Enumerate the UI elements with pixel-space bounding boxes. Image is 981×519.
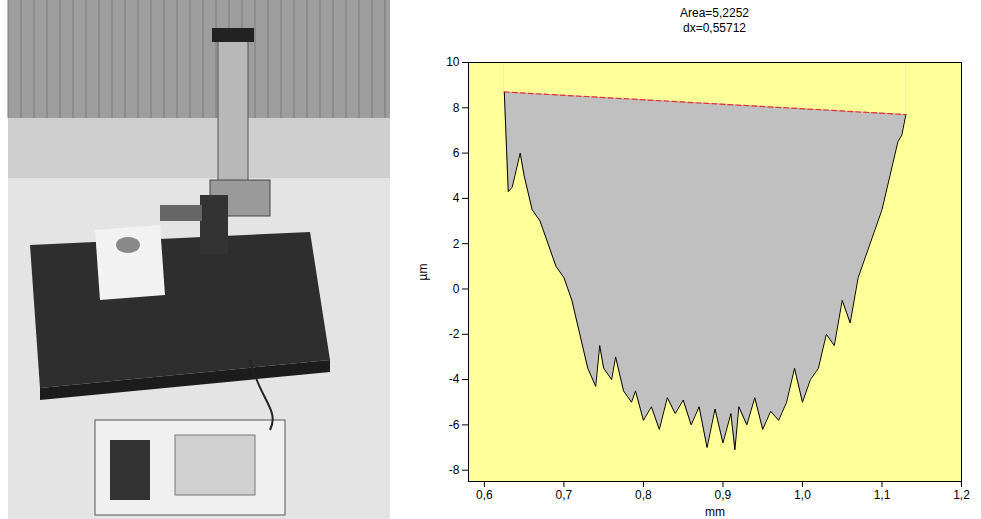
svg-text:-6: -6 [449,418,460,432]
svg-text:µm: µm [416,264,430,281]
svg-text:2: 2 [453,237,460,251]
svg-text:-2: -2 [449,327,460,341]
svg-text:8: 8 [453,101,460,115]
html-text:dx=0,55712: dx=0,55712 [683,21,746,35]
svg-text:1,2: 1,2 [953,488,970,502]
svg-text:10: 10 [446,55,460,69]
svg-text:1,1: 1,1 [874,488,891,502]
svg-text:4: 4 [453,191,460,205]
html-text:Area=5,2252: Area=5,2252 [680,6,749,20]
svg-text:0,7: 0,7 [556,488,573,502]
svg-text:0,8: 0,8 [635,488,652,502]
svg-text:1,0: 1,0 [794,488,811,502]
svg-text:-4: -4 [449,372,460,386]
svg-text:mm: mm [705,505,725,519]
svg-text:0,9: 0,9 [715,488,732,502]
svg-text:0: 0 [453,282,460,296]
svg-text:6: 6 [453,146,460,160]
svg-text:0,6: 0,6 [476,488,493,502]
svg-text:-8: -8 [449,463,460,477]
